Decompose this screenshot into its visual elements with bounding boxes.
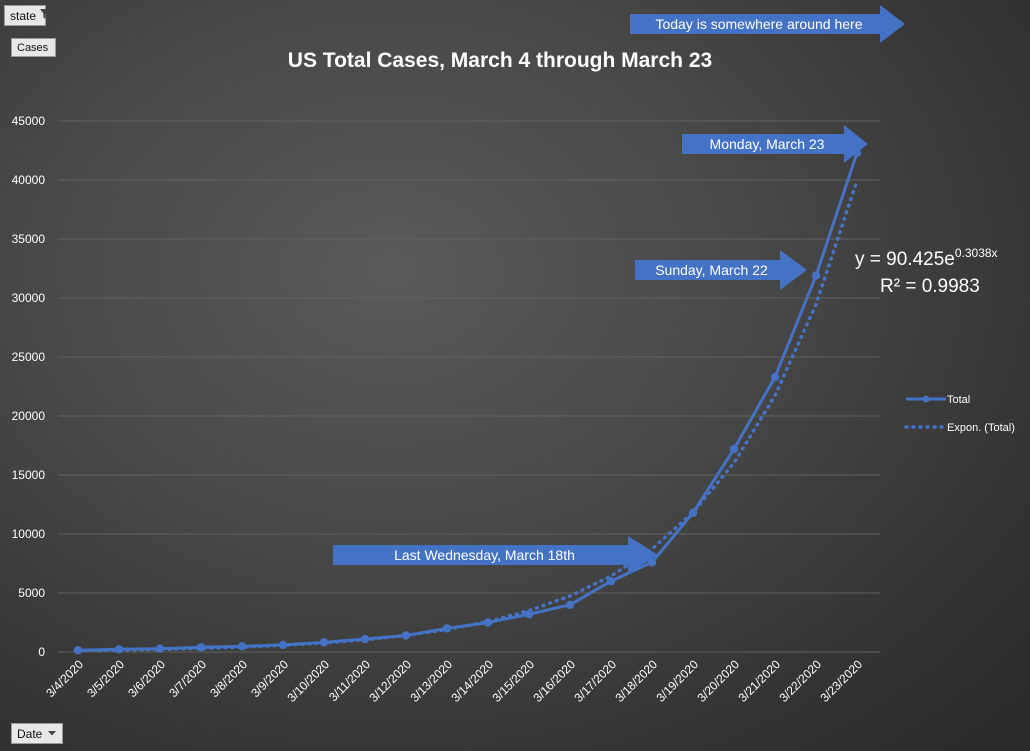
x-axis: 3/4/20203/5/20203/6/20203/7/20203/8/2020… xyxy=(43,657,865,705)
data-point xyxy=(319,638,329,647)
legend-marker xyxy=(922,395,930,403)
data-point xyxy=(278,640,288,650)
annotation-text: Sunday, March 22 xyxy=(655,262,768,278)
x-tick-label: 3/22/2020 xyxy=(776,657,824,705)
annotation-arrow: Sunday, March 22 xyxy=(635,250,807,290)
y-tick-label: 5000 xyxy=(18,586,45,600)
y-tick-label: 15000 xyxy=(12,468,46,482)
annotation-text: Last Wednesday, March 18th xyxy=(394,547,575,563)
x-tick-label: 3/18/2020 xyxy=(612,657,660,705)
x-tick-label: 3/10/2020 xyxy=(284,657,332,705)
y-tick-label: 30000 xyxy=(12,291,46,305)
x-tick-label: 3/13/2020 xyxy=(407,657,455,705)
x-tick-label: 3/11/2020 xyxy=(326,657,373,704)
state-filter-button[interactable]: state xyxy=(4,5,54,26)
data-point xyxy=(524,610,534,619)
data-point xyxy=(811,271,821,280)
data-point xyxy=(360,634,370,644)
y-tick-label: 20000 xyxy=(12,409,46,423)
legend-label: Expon. (Total) xyxy=(947,422,1015,434)
data-point xyxy=(196,643,206,652)
annotations: Today is somewhere around here Monday, Ma… xyxy=(333,5,905,574)
data-point xyxy=(442,624,452,633)
r-squared-text: R² = 0.9983 xyxy=(880,276,980,297)
legend-label: Total xyxy=(947,394,970,406)
y-tick-label: 40000 xyxy=(12,173,46,187)
x-tick-label: 3/16/2020 xyxy=(530,657,578,705)
annotation-arrow-shape xyxy=(630,5,905,43)
x-tick-label: 3/5/2020 xyxy=(84,657,127,700)
date-field-label: Date xyxy=(17,726,43,741)
data-point xyxy=(73,646,83,655)
y-tick-label: 10000 xyxy=(12,527,46,541)
annotation-arrow: Today is somewhere around here xyxy=(630,5,905,43)
data-point xyxy=(647,558,657,567)
data-point xyxy=(770,372,780,382)
date-axis-field-button[interactable]: Date xyxy=(11,723,63,744)
x-tick-label: 3/4/2020 xyxy=(43,657,86,700)
y-tick-label: 35000 xyxy=(12,232,46,246)
trendline-equation: y = 90.425e0.3038x R² = 0.9983 xyxy=(855,246,998,297)
legend: Total Expon. (Total) xyxy=(904,394,1015,434)
y-axis: 0 5000 10000 15000 20000 25000 30000 35000 40000… xyxy=(12,114,46,659)
annotation-arrow: Monday, March 23 xyxy=(682,125,868,163)
values-field-label: Cases xyxy=(17,41,49,54)
x-tick-label: 3/21/2020 xyxy=(735,657,783,705)
data-point xyxy=(688,508,698,517)
data-point xyxy=(237,642,247,651)
data-point xyxy=(729,444,739,454)
data-point xyxy=(483,618,493,627)
x-tick-label: 3/20/2020 xyxy=(694,657,742,705)
gridlines xyxy=(58,120,880,653)
annotation-arrow-shape xyxy=(333,536,658,574)
annotation-arrow: Last Wednesday, March 18th xyxy=(333,536,658,574)
state-filter-label: state xyxy=(10,8,37,23)
y-tick-label: 25000 xyxy=(12,350,46,364)
data-point xyxy=(155,644,165,653)
x-tick-label: 3/15/2020 xyxy=(489,657,537,705)
values-field-button: Cases xyxy=(11,38,56,57)
total-line xyxy=(77,152,859,652)
chart-title: US Total Cases, March 4 through March 23 xyxy=(288,49,712,72)
annotation-text: Monday, March 23 xyxy=(710,136,825,152)
annotation-arrow-shape xyxy=(682,125,868,163)
x-tick-label: 3/12/2020 xyxy=(366,657,414,705)
legend-item-total: Total xyxy=(906,394,970,406)
data-point xyxy=(565,600,575,609)
x-tick-label: 3/14/2020 xyxy=(448,657,496,705)
annotation-arrow-shape xyxy=(635,250,807,290)
x-tick-label: 3/19/2020 xyxy=(653,657,701,705)
data-point xyxy=(606,577,616,586)
annotation-text: Today is somewhere around here xyxy=(655,16,862,32)
data-point xyxy=(114,645,124,654)
data-point xyxy=(401,631,411,640)
funnel-filter-icon xyxy=(40,9,54,22)
y-tick-label: 0 xyxy=(38,645,45,659)
legend-item-trendline: Expon. (Total) xyxy=(904,422,1015,434)
x-tick-label: 3/6/2020 xyxy=(125,657,168,700)
y-tick-label: 45000 xyxy=(12,114,46,128)
x-tick-label: 3/23/2020 xyxy=(817,657,865,705)
total-series xyxy=(73,148,862,655)
equation-text: y = 90.425e0.3038x xyxy=(855,246,998,270)
triangle-dropdown-icon xyxy=(46,729,58,739)
x-tick-label: 3/8/2020 xyxy=(207,657,250,700)
x-tick-label: 3/7/2020 xyxy=(166,657,209,700)
x-tick-label: 3/17/2020 xyxy=(571,657,619,705)
